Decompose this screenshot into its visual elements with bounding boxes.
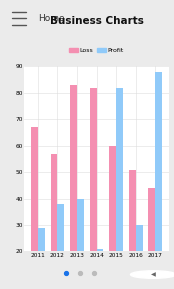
Bar bbox=[31, 127, 38, 289]
Bar bbox=[38, 228, 45, 289]
Bar bbox=[70, 85, 77, 289]
Bar bbox=[116, 88, 123, 289]
Bar bbox=[155, 72, 162, 289]
Bar bbox=[97, 249, 103, 289]
Legend: Loss, Profit: Loss, Profit bbox=[67, 46, 126, 56]
Bar bbox=[109, 146, 116, 289]
Text: Home: Home bbox=[38, 14, 65, 23]
Text: Business Charts: Business Charts bbox=[50, 16, 144, 26]
Text: ◀: ◀ bbox=[151, 272, 156, 277]
Bar bbox=[90, 88, 97, 289]
Bar bbox=[136, 225, 143, 289]
Bar bbox=[129, 170, 136, 289]
Bar bbox=[57, 204, 64, 289]
Bar bbox=[148, 188, 155, 289]
Circle shape bbox=[130, 271, 174, 278]
Bar bbox=[50, 154, 57, 289]
Bar bbox=[77, 199, 84, 289]
